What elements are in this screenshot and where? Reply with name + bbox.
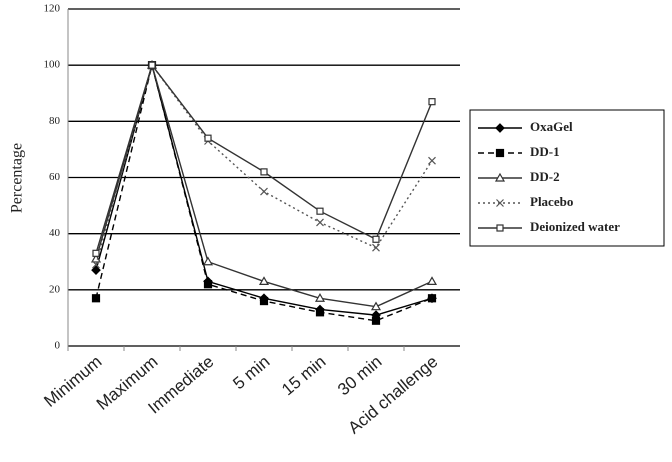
- point: [426, 276, 438, 286]
- point: [314, 293, 326, 302]
- point: [496, 224, 504, 232]
- legend-label: DD-2: [530, 169, 560, 184]
- series-line: [95, 62, 433, 308]
- series-line: [95, 63, 433, 254]
- legend-label: Placebo: [530, 194, 573, 209]
- point: [428, 156, 436, 165]
- point: [315, 308, 325, 317]
- point: [372, 235, 380, 243]
- point: [496, 199, 504, 207]
- point: [203, 280, 213, 289]
- x-tick-label: 30 min: [334, 352, 385, 399]
- point: [494, 172, 506, 182]
- x-tick-label: 5 min: [229, 352, 273, 393]
- point: [259, 296, 269, 306]
- point: [258, 276, 270, 286]
- point: [92, 249, 100, 257]
- point: [428, 98, 436, 106]
- legend-label: DD-1: [530, 144, 560, 159]
- x-tick-label: 15 min: [278, 352, 329, 399]
- point: [148, 61, 156, 69]
- y-axis-label: Percentage: [9, 143, 26, 213]
- y-tick-label: 80: [49, 115, 61, 127]
- y-tick-label: 40: [49, 227, 61, 239]
- point: [370, 301, 382, 311]
- y-tick-label: 100: [44, 59, 61, 71]
- series-line: [95, 63, 433, 265]
- point: [91, 294, 101, 303]
- point: [260, 187, 268, 196]
- point: [495, 123, 505, 133]
- point: [260, 168, 268, 176]
- y-tick-label: 120: [44, 3, 61, 15]
- legend-label: OxaGel: [530, 119, 573, 134]
- point: [372, 243, 380, 252]
- point: [204, 134, 212, 142]
- point: [202, 256, 214, 266]
- point: [316, 218, 324, 227]
- point: [91, 265, 101, 276]
- point: [427, 294, 437, 303]
- point: [495, 148, 505, 158]
- y-tick-label: 20: [49, 283, 61, 295]
- point: [371, 316, 381, 325]
- legend-label: Deionized water: [530, 219, 620, 234]
- point: [316, 207, 324, 215]
- y-tick-label: 60: [49, 171, 61, 183]
- y-tick-label: 0: [55, 340, 61, 352]
- point: [92, 260, 100, 269]
